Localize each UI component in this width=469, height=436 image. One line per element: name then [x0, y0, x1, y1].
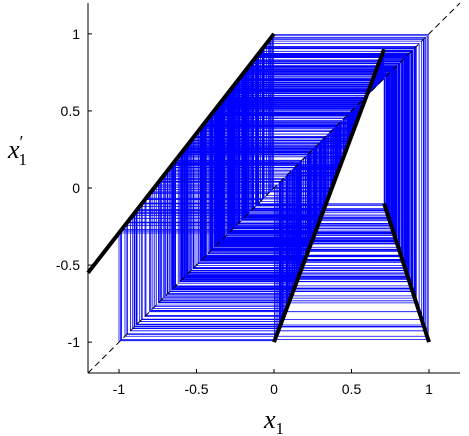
y-ticks: -1 -0.5 0 0.5 1 — [56, 26, 92, 350]
y-tick-label: -0.5 — [56, 257, 80, 273]
x-tick-label: -1 — [113, 381, 126, 397]
map-branch-3 — [382, 202, 431, 343]
x-axis-title: x1 — [263, 405, 284, 436]
identity-line — [87, 2, 461, 374]
y-tick-label: 1 — [72, 26, 80, 42]
x-tick-label: -0.5 — [184, 381, 208, 397]
y-axis-title: x′ 1 — [7, 132, 27, 169]
x-tick-label: 0.5 — [342, 381, 362, 397]
y-tick-label: 0 — [72, 180, 80, 196]
identity-diagonal — [87, 2, 461, 374]
map-branches — [86, 32, 431, 343]
x-tick-label: 0 — [270, 381, 278, 397]
map-branch-1 — [86, 32, 276, 275]
x-tick-label: 1 — [425, 381, 433, 397]
y-tick-label: -1 — [68, 334, 81, 350]
y-tick-label: 0.5 — [61, 103, 81, 119]
x-ticks: -1 -0.5 0 0.5 1 — [113, 369, 433, 397]
map-branch-2 — [272, 48, 386, 343]
